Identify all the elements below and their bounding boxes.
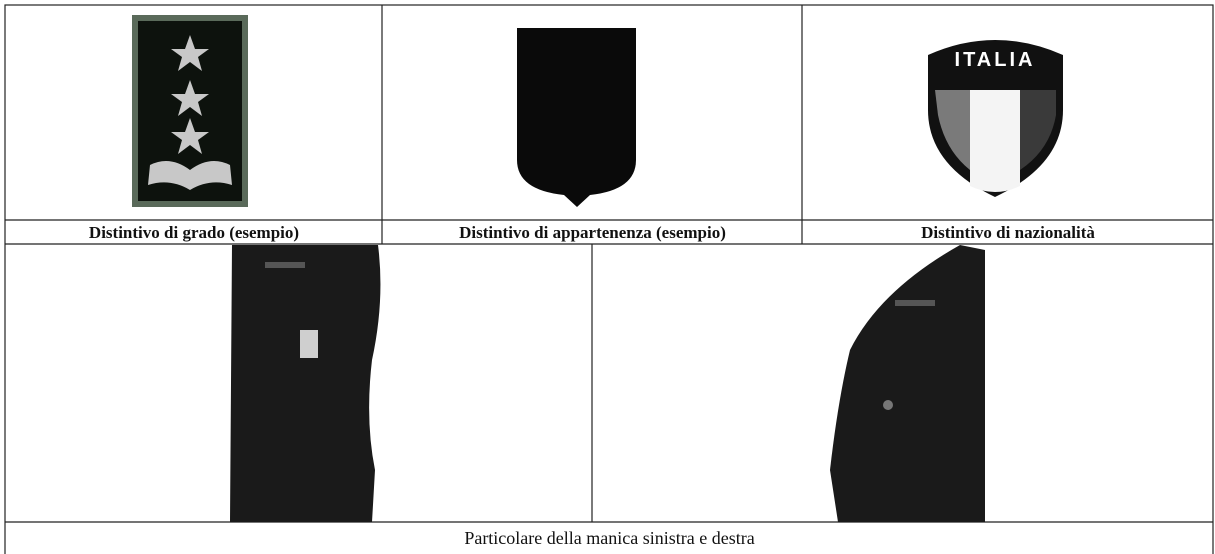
belonging-shield <box>517 28 636 207</box>
caption: Particolare della manica sinistra e dest… <box>464 528 755 548</box>
left-sleeve <box>230 245 381 522</box>
table-lines <box>4 4 1214 554</box>
right-sleeve <box>830 245 985 522</box>
caption: Distintivo di nazionalità <box>921 222 1095 242</box>
rank-badge <box>132 15 248 207</box>
caption: Distintivo di appartenenza (esempio) <box>459 222 726 242</box>
shield-text: ITALIA <box>955 49 1036 71</box>
caption: Distintivo di grado (esempio) <box>88 222 300 242</box>
nationality-shield: ITALIA <box>928 40 1063 197</box>
